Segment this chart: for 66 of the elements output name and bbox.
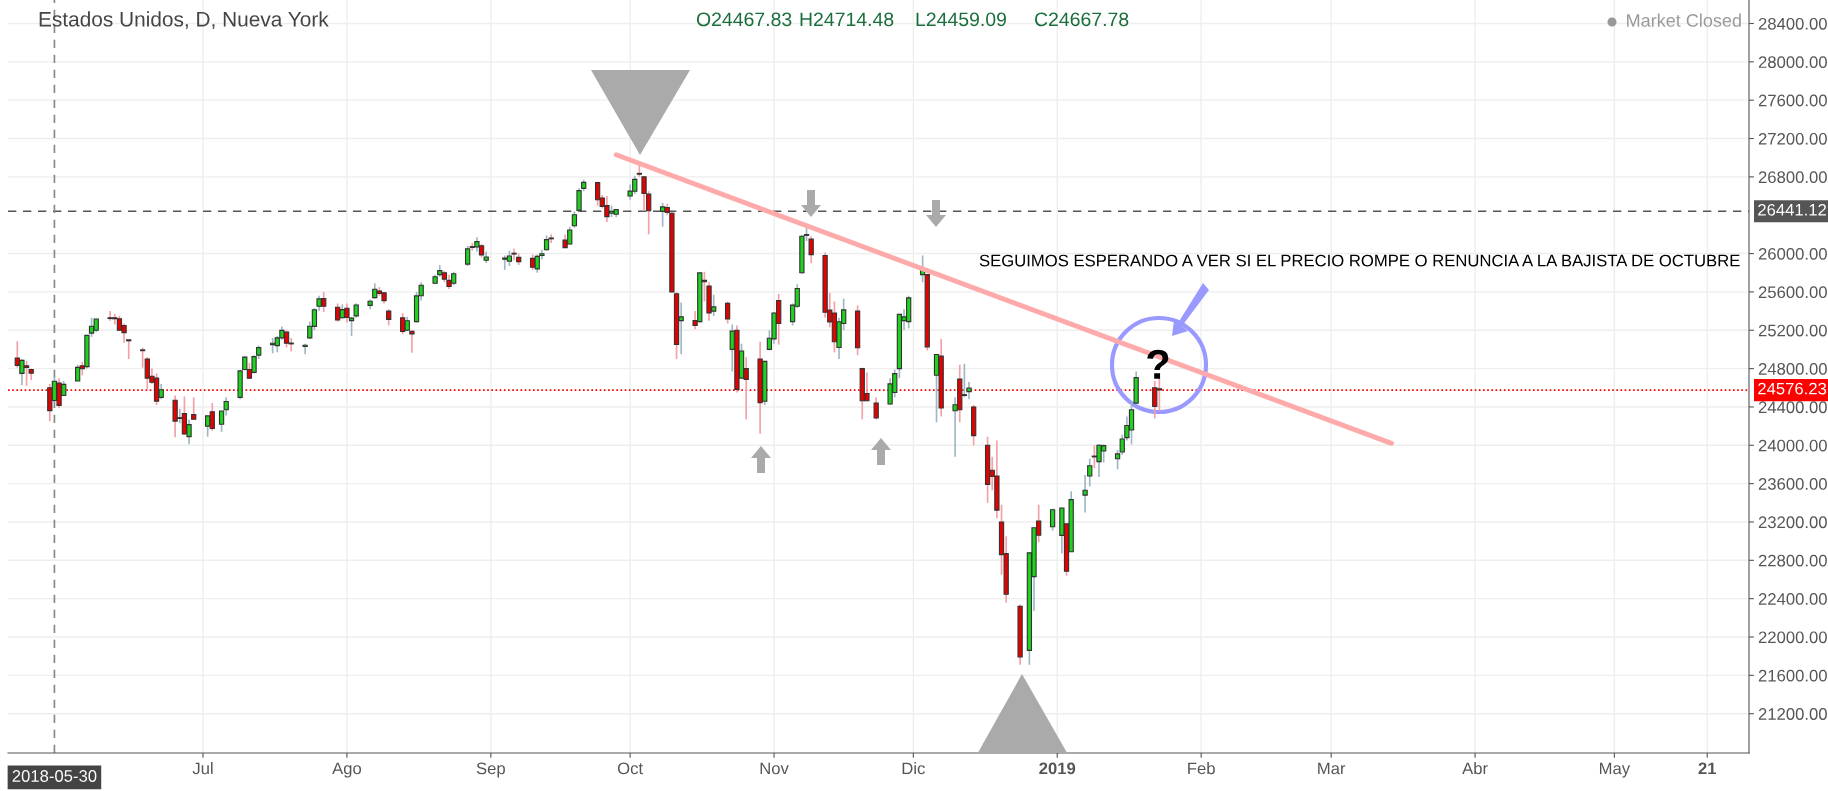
annotation: ? bbox=[1147, 349, 1169, 379]
x-tick-label: Feb bbox=[1188, 762, 1215, 775]
annotation: C24667.78 bbox=[1034, 12, 1129, 27]
x-tick-label: 21 bbox=[1698, 762, 1717, 775]
y-tick-label: 28000.00 bbox=[1758, 56, 1827, 69]
candlestick bbox=[464, 245, 471, 267]
candlestick bbox=[121, 322, 127, 344]
y-tick-label: 27600.00 bbox=[1758, 94, 1827, 107]
ref-line-label: 2018-05-30 bbox=[12, 770, 97, 782]
y-tick-label: 21200.00 bbox=[1758, 708, 1827, 720]
x-tick-label: Sep bbox=[476, 762, 505, 778]
x-tick-label: Nov bbox=[760, 762, 789, 775]
x-tick-label: May bbox=[1599, 762, 1631, 778]
ref-line-label: 24576.23 bbox=[1758, 382, 1827, 395]
annotation: SEGUIMOS ESPERANDO A VER SI EL PRECIO ROMPE O RENUNCIA A LA BAJISTA DE OCTUBRE bbox=[979, 254, 1740, 267]
y-tick-label: 25200.00 bbox=[1758, 324, 1827, 337]
candlestick bbox=[204, 414, 211, 438]
candlestick bbox=[604, 195, 610, 223]
candlestick bbox=[1091, 444, 1098, 470]
y-tick-label: 25600.00 bbox=[1758, 286, 1827, 299]
candlestick bbox=[1156, 377, 1163, 412]
candlestick bbox=[1096, 443, 1102, 478]
candlestick bbox=[23, 360, 30, 387]
y-tick-label: 28400.00 bbox=[1758, 17, 1827, 30]
annotation: L24459.09 bbox=[916, 12, 1006, 27]
annotation: H24714.48 bbox=[800, 12, 894, 27]
candlestick bbox=[502, 254, 508, 271]
candlestick bbox=[47, 383, 53, 422]
candlestick bbox=[139, 346, 146, 369]
annotation: Market Closed bbox=[1627, 13, 1741, 27]
y-tick-label: 24800.00 bbox=[1758, 362, 1827, 375]
y-tick-label: 22400.00 bbox=[1758, 593, 1827, 605]
x-tick-label: Mar bbox=[1318, 762, 1346, 775]
y-tick-label: 27200.00 bbox=[1758, 132, 1827, 145]
x-tick-label: Dic bbox=[902, 762, 925, 775]
candlestick bbox=[724, 300, 731, 325]
y-tick-label: 26800.00 bbox=[1758, 171, 1827, 184]
y-tick-label: 24400.00 bbox=[1758, 401, 1827, 414]
ref-line-label: 26441.12 bbox=[1758, 203, 1827, 216]
candlestick bbox=[1152, 380, 1158, 420]
x-tick-label: 2019 bbox=[1039, 762, 1076, 775]
x-tick-label: Jul bbox=[192, 762, 213, 775]
y-tick-label: 22000.00 bbox=[1758, 631, 1827, 644]
y-tick-label: 22800.00 bbox=[1758, 554, 1827, 567]
chart-title: Estados Unidos, D, Nueva York bbox=[39, 11, 329, 30]
annotation: O24467.83 bbox=[696, 12, 792, 27]
candlestick bbox=[209, 402, 215, 432]
y-tick-label: 26000.00 bbox=[1758, 247, 1827, 260]
candlestick bbox=[344, 302, 350, 324]
y-tick-label: 24000.00 bbox=[1758, 439, 1827, 452]
y-tick-label: 23600.00 bbox=[1758, 478, 1827, 490]
x-tick-label: Abr bbox=[1462, 762, 1488, 775]
y-tick-label: 23200.00 bbox=[1758, 516, 1827, 529]
candlestick bbox=[659, 201, 666, 228]
candlestick bbox=[19, 358, 25, 387]
candlestick bbox=[172, 394, 178, 439]
candlestick bbox=[191, 396, 197, 421]
candlestick bbox=[399, 312, 406, 335]
candlestick bbox=[511, 247, 517, 262]
x-tick-label: Oct bbox=[617, 762, 643, 775]
candlestick bbox=[56, 377, 62, 409]
x-tick-label: Ago bbox=[332, 762, 362, 778]
y-tick-label: 21600.00 bbox=[1758, 669, 1827, 682]
candlestick bbox=[808, 235, 814, 264]
candlestick bbox=[334, 302, 341, 323]
candlestick bbox=[864, 371, 870, 403]
